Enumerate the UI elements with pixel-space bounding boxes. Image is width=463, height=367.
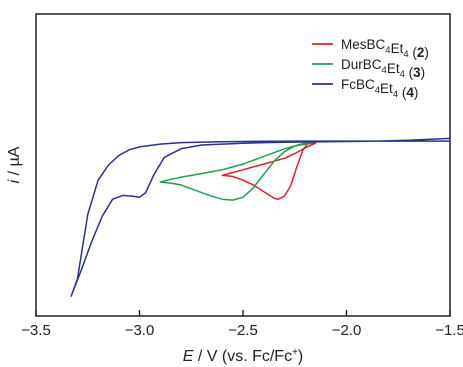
legend-label-dur: DurBC4Et4 (3) — [341, 57, 425, 80]
x-tick-label: −3.5 — [21, 322, 51, 339]
series-line-fc — [70, 137, 451, 297]
x-tick-label: −3.0 — [125, 322, 155, 339]
series-lines — [70, 137, 451, 297]
x-axis-title: E / V (vs. Fc/Fc+) — [183, 347, 304, 365]
y-axis-title: i / µA — [6, 146, 23, 183]
x-tick-label: −2.5 — [228, 322, 258, 339]
series-line-dur — [159, 142, 313, 201]
plot-frame — [35, 13, 451, 317]
legend-label-mes: MesBC4Et4 (2) — [341, 37, 429, 60]
legend-label-fc: FcBC4Et4 (4) — [341, 77, 418, 100]
x-ticks: −3.5 −3.0 −2.5 −2.0 −1.5 — [21, 310, 463, 339]
x-tick-label: −1.5 — [435, 322, 463, 339]
legend: MesBC4Et4 (2)DurBC4Et4 (3)FcBC4Et4 (4) — [312, 37, 429, 100]
x-tick-label: −2.0 — [332, 322, 362, 339]
series-line-mes — [221, 142, 317, 200]
